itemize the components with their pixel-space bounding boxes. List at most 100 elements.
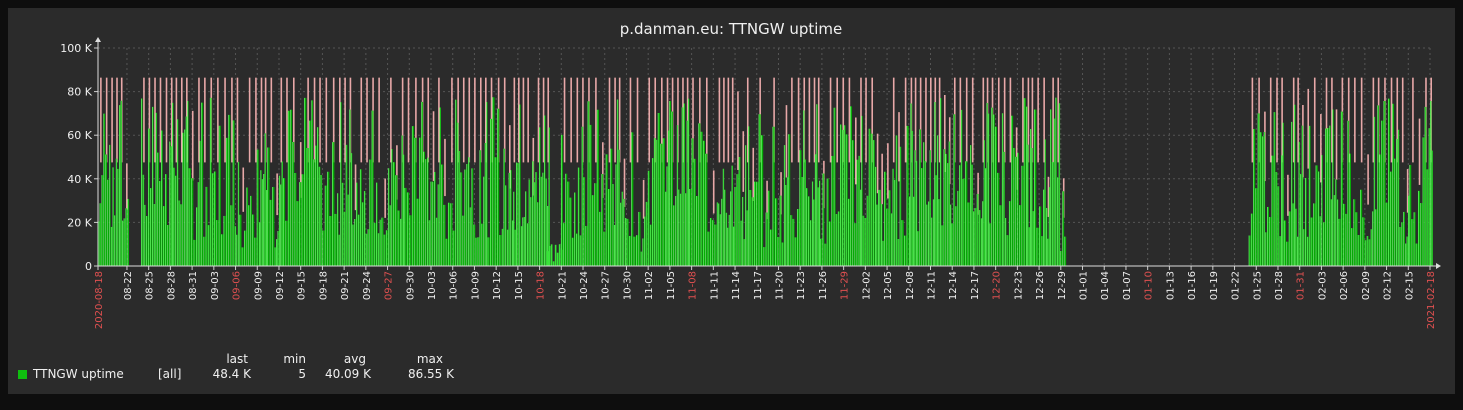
area-bar (384, 234, 386, 266)
x-tick-label: 10-21 (557, 271, 568, 300)
area-bar (542, 172, 544, 266)
area-bar (717, 202, 719, 266)
area-bar (257, 149, 259, 266)
area-bar (196, 207, 198, 266)
area-bar (152, 106, 154, 266)
area-bar (703, 140, 706, 266)
x-tick-label: 02-06 (1339, 271, 1350, 300)
area-bar (199, 140, 201, 266)
area-bar (1362, 217, 1365, 266)
low-bar (554, 244, 557, 266)
area-bar (720, 214, 722, 266)
area-bar (1309, 125, 1311, 266)
area-bar (281, 161, 283, 266)
area-bar (730, 191, 732, 266)
x-tick-label: 11-05 (666, 271, 677, 300)
area-bar (941, 225, 944, 266)
area-bar (919, 129, 921, 266)
area-bar (1394, 158, 1396, 266)
area-bar (436, 217, 438, 266)
area-bar (1411, 219, 1414, 266)
legend-value-avg: 40.09 K (324, 367, 371, 381)
area-bar (143, 174, 145, 266)
area-bar (700, 131, 703, 266)
area-bar (1377, 105, 1380, 267)
area-bar (654, 138, 656, 266)
area-bar (916, 160, 918, 266)
area-bar (587, 101, 590, 267)
chart: p.danman.eu: TTNGW uptime 0 20 K 40 K 60 K 8… (60, 20, 1441, 329)
area-bar (677, 125, 679, 267)
area-bar (1416, 243, 1418, 266)
area-bar (475, 237, 478, 266)
area-bar (829, 221, 832, 266)
low-bar (550, 244, 553, 266)
x-tick-label: 10-06 (449, 271, 460, 300)
area-bar (455, 99, 457, 267)
area-bar (1286, 241, 1289, 266)
x-tick-label: 12-26 (1035, 271, 1046, 300)
area-bar (223, 215, 226, 266)
x-tick-label: 12-17 (970, 271, 981, 300)
area-bar (191, 178, 194, 266)
area-bar (468, 157, 470, 266)
area-bar (1374, 116, 1376, 266)
area-bar (747, 210, 749, 266)
area-bar (276, 239, 278, 266)
area-bar (1401, 222, 1404, 266)
area-bar (784, 145, 786, 266)
area-bar (991, 107, 993, 266)
area-bar (522, 217, 524, 266)
area-bar (172, 102, 174, 267)
low-bar (558, 244, 561, 266)
area-bar (838, 211, 840, 266)
area-bar (1295, 208, 1297, 266)
area-bar (1055, 97, 1057, 266)
area-bar (886, 208, 889, 266)
area-bar (1422, 137, 1425, 266)
area-bar (777, 236, 780, 266)
area-bar (107, 179, 109, 266)
area-bar (860, 189, 862, 266)
area-bar (146, 216, 148, 266)
area-bar (742, 196, 744, 266)
area-bar (665, 191, 667, 266)
area-bar (917, 231, 920, 266)
area-bar (541, 176, 543, 266)
area-bar (999, 205, 1002, 266)
area-bar (1026, 106, 1028, 267)
area-bar (707, 231, 710, 266)
area-bar (1060, 250, 1063, 266)
area-bar (937, 135, 939, 266)
area-bar (590, 124, 592, 266)
area-bar (414, 137, 417, 266)
area-bar (844, 125, 846, 267)
area-bar (460, 172, 463, 266)
area-bar (979, 210, 981, 266)
area-bar (615, 164, 617, 266)
area-bar (1335, 179, 1337, 266)
area-bar (507, 229, 509, 266)
x-tick-label: 08-25 (145, 271, 156, 300)
area-bar (412, 126, 415, 267)
area-bar (283, 178, 286, 266)
x-tick-label: 09-06 (232, 271, 243, 300)
area-bar (884, 171, 887, 266)
area-bar (1405, 243, 1407, 266)
area-bar (1372, 211, 1374, 266)
area-bar (808, 196, 810, 266)
area-bar (521, 226, 523, 266)
x-tick-label: 2020-08-18 (94, 271, 105, 329)
area-bar (109, 144, 111, 266)
area-bar (535, 172, 538, 266)
area-bar (248, 205, 250, 266)
area-bar (539, 127, 541, 267)
area-bar (967, 202, 970, 266)
area-bar (744, 239, 746, 266)
area-bar (1408, 195, 1410, 266)
area-bar (246, 187, 249, 266)
area-bar (105, 154, 108, 266)
x-tick-label: 12-20 (992, 271, 1003, 300)
area-bar (320, 175, 323, 266)
area-bar (892, 168, 894, 266)
